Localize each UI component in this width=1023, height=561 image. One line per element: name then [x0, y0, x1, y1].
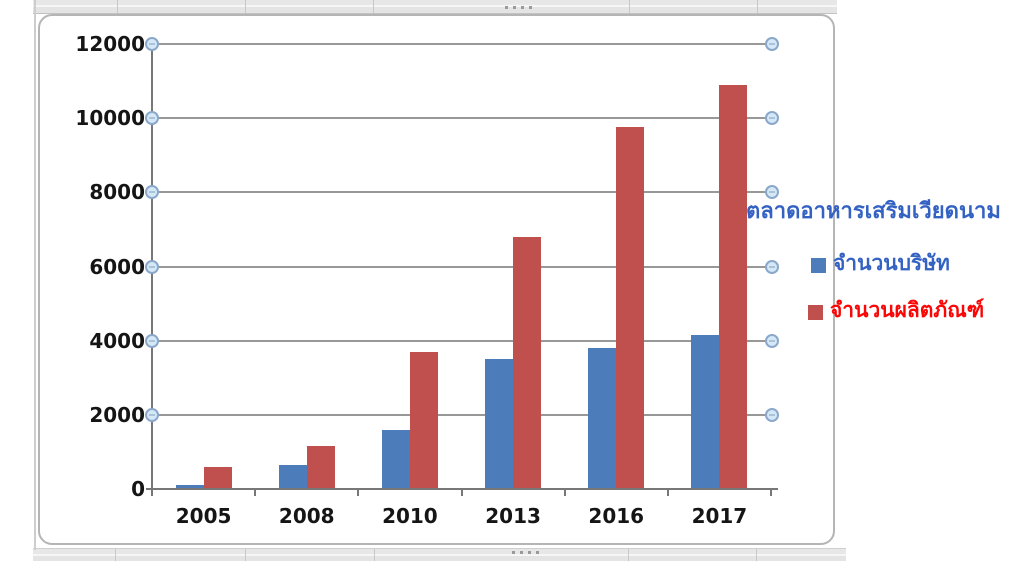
selection-handle-mark — [149, 117, 155, 120]
selection-handle[interactable] — [765, 37, 779, 51]
selection-handle[interactable] — [145, 259, 159, 274]
y-axis-label[interactable]: 12000 — [75, 32, 145, 56]
chart-title[interactable]: ตลาดอาหารเสริมเวียดนาม — [746, 199, 1001, 224]
x-axis-tick — [563, 490, 566, 496]
x-axis-label[interactable]: 2017 — [691, 504, 748, 528]
major-gridline[interactable] — [152, 339, 771, 342]
selection-handle-mark — [769, 117, 775, 120]
selection-handle[interactable] — [765, 111, 779, 126]
x-axis-label[interactable]: 2010 — [382, 504, 438, 528]
legend-swatch-red — [808, 304, 823, 320]
bar-2013-series1[interactable] — [513, 236, 542, 489]
selection-handle-mark — [769, 339, 775, 342]
selection-handle-mark — [769, 413, 775, 416]
x-axis-line[interactable] — [146, 488, 778, 490]
bar-2008-series1[interactable] — [306, 446, 335, 489]
resize-dot[interactable] — [536, 551, 539, 554]
major-gridline[interactable] — [152, 191, 771, 194]
worksheet-top-strip[interactable] — [33, 0, 837, 14]
legend-item-products[interactable]: จำนวนผลิตภัณฑ์ — [808, 294, 984, 327]
resize-dot[interactable] — [529, 6, 532, 9]
worksheet-column-tick — [628, 549, 629, 561]
major-gridline[interactable] — [152, 413, 771, 416]
resize-dot[interactable] — [512, 551, 515, 554]
selection-handle[interactable] — [765, 407, 779, 422]
bar-2013-series0[interactable] — [485, 359, 514, 489]
selection-handle-mark — [769, 265, 775, 268]
legend-swatch-blue — [811, 257, 826, 273]
selection-handle-mark — [149, 265, 155, 268]
bar-2005-series1[interactable] — [203, 466, 232, 489]
bar-2010-series0[interactable] — [381, 429, 410, 489]
bar-2016-series1[interactable] — [616, 127, 645, 489]
major-gridline[interactable] — [152, 43, 771, 45]
y-axis-label[interactable]: 0 — [131, 477, 145, 501]
selection-handle[interactable] — [765, 185, 779, 200]
worksheet-column-tick — [374, 549, 375, 561]
x-axis-tick — [460, 490, 463, 496]
selection-handle[interactable] — [145, 185, 159, 200]
worksheet-column-tick — [373, 0, 374, 13]
y-axis-label[interactable]: 8000 — [89, 180, 145, 205]
y-axis-label[interactable]: 4000 — [89, 328, 145, 353]
x-axis-tick — [357, 490, 360, 496]
x-axis-tick — [151, 490, 153, 496]
resize-dot[interactable] — [505, 6, 508, 9]
x-axis-tick — [770, 490, 772, 496]
selection-handle-mark — [149, 413, 155, 416]
selection-handle-mark — [149, 339, 155, 342]
major-gridline[interactable] — [152, 117, 771, 120]
x-axis-label[interactable]: 2013 — [485, 504, 541, 528]
legend-label: จำนวนบริษัท — [833, 251, 950, 275]
worksheet-bottom-strip[interactable] — [33, 548, 846, 561]
worksheet-column-tick — [245, 0, 246, 13]
worksheet-column-border — [34, 0, 36, 550]
worksheet-column-tick — [629, 0, 630, 13]
worksheet-column-tick — [757, 0, 758, 13]
y-axis-label[interactable]: 10000 — [75, 106, 145, 131]
selection-handle-mark — [769, 191, 775, 194]
selection-handle[interactable] — [145, 333, 159, 348]
bar-2005-series0[interactable] — [175, 485, 204, 489]
selection-handle-mark — [149, 191, 155, 194]
resize-dot[interactable] — [521, 6, 524, 9]
legend-label: จำนวนผลิตภัณฑ์ — [830, 298, 985, 322]
resize-dot[interactable] — [528, 551, 531, 554]
bar-2017-series1[interactable] — [719, 84, 748, 489]
x-axis-label[interactable]: 2005 — [175, 504, 232, 528]
bar-2010-series1[interactable] — [409, 351, 438, 489]
y-axis-label[interactable]: 6000 — [89, 254, 145, 279]
selection-handle-mark — [149, 43, 155, 45]
selection-handle[interactable] — [145, 37, 159, 51]
resize-dot[interactable] — [520, 551, 523, 554]
x-axis-tick — [666, 490, 669, 496]
resize-dot[interactable] — [513, 6, 516, 9]
selection-handle-mark — [769, 43, 775, 45]
y-axis-label[interactable]: 2000 — [89, 402, 145, 427]
worksheet-column-tick — [756, 549, 757, 561]
x-axis-label[interactable]: 2008 — [278, 504, 335, 528]
bar-2017-series0[interactable] — [691, 335, 720, 489]
worksheet-column-tick — [115, 549, 116, 561]
selection-handle[interactable] — [765, 259, 779, 274]
selection-handle[interactable] — [145, 407, 159, 422]
legend-item-companies[interactable]: จำนวนบริษัท — [811, 247, 950, 280]
x-axis-label[interactable]: 2016 — [588, 504, 645, 528]
x-axis-tick — [254, 490, 257, 496]
bar-2016-series0[interactable] — [588, 348, 617, 489]
selection-handle[interactable] — [145, 111, 159, 126]
bar-2008-series0[interactable] — [278, 464, 307, 489]
major-gridline[interactable] — [152, 265, 771, 268]
worksheet-column-tick — [245, 549, 246, 561]
selection-handle[interactable] — [765, 333, 779, 348]
worksheet-column-tick — [117, 0, 118, 13]
